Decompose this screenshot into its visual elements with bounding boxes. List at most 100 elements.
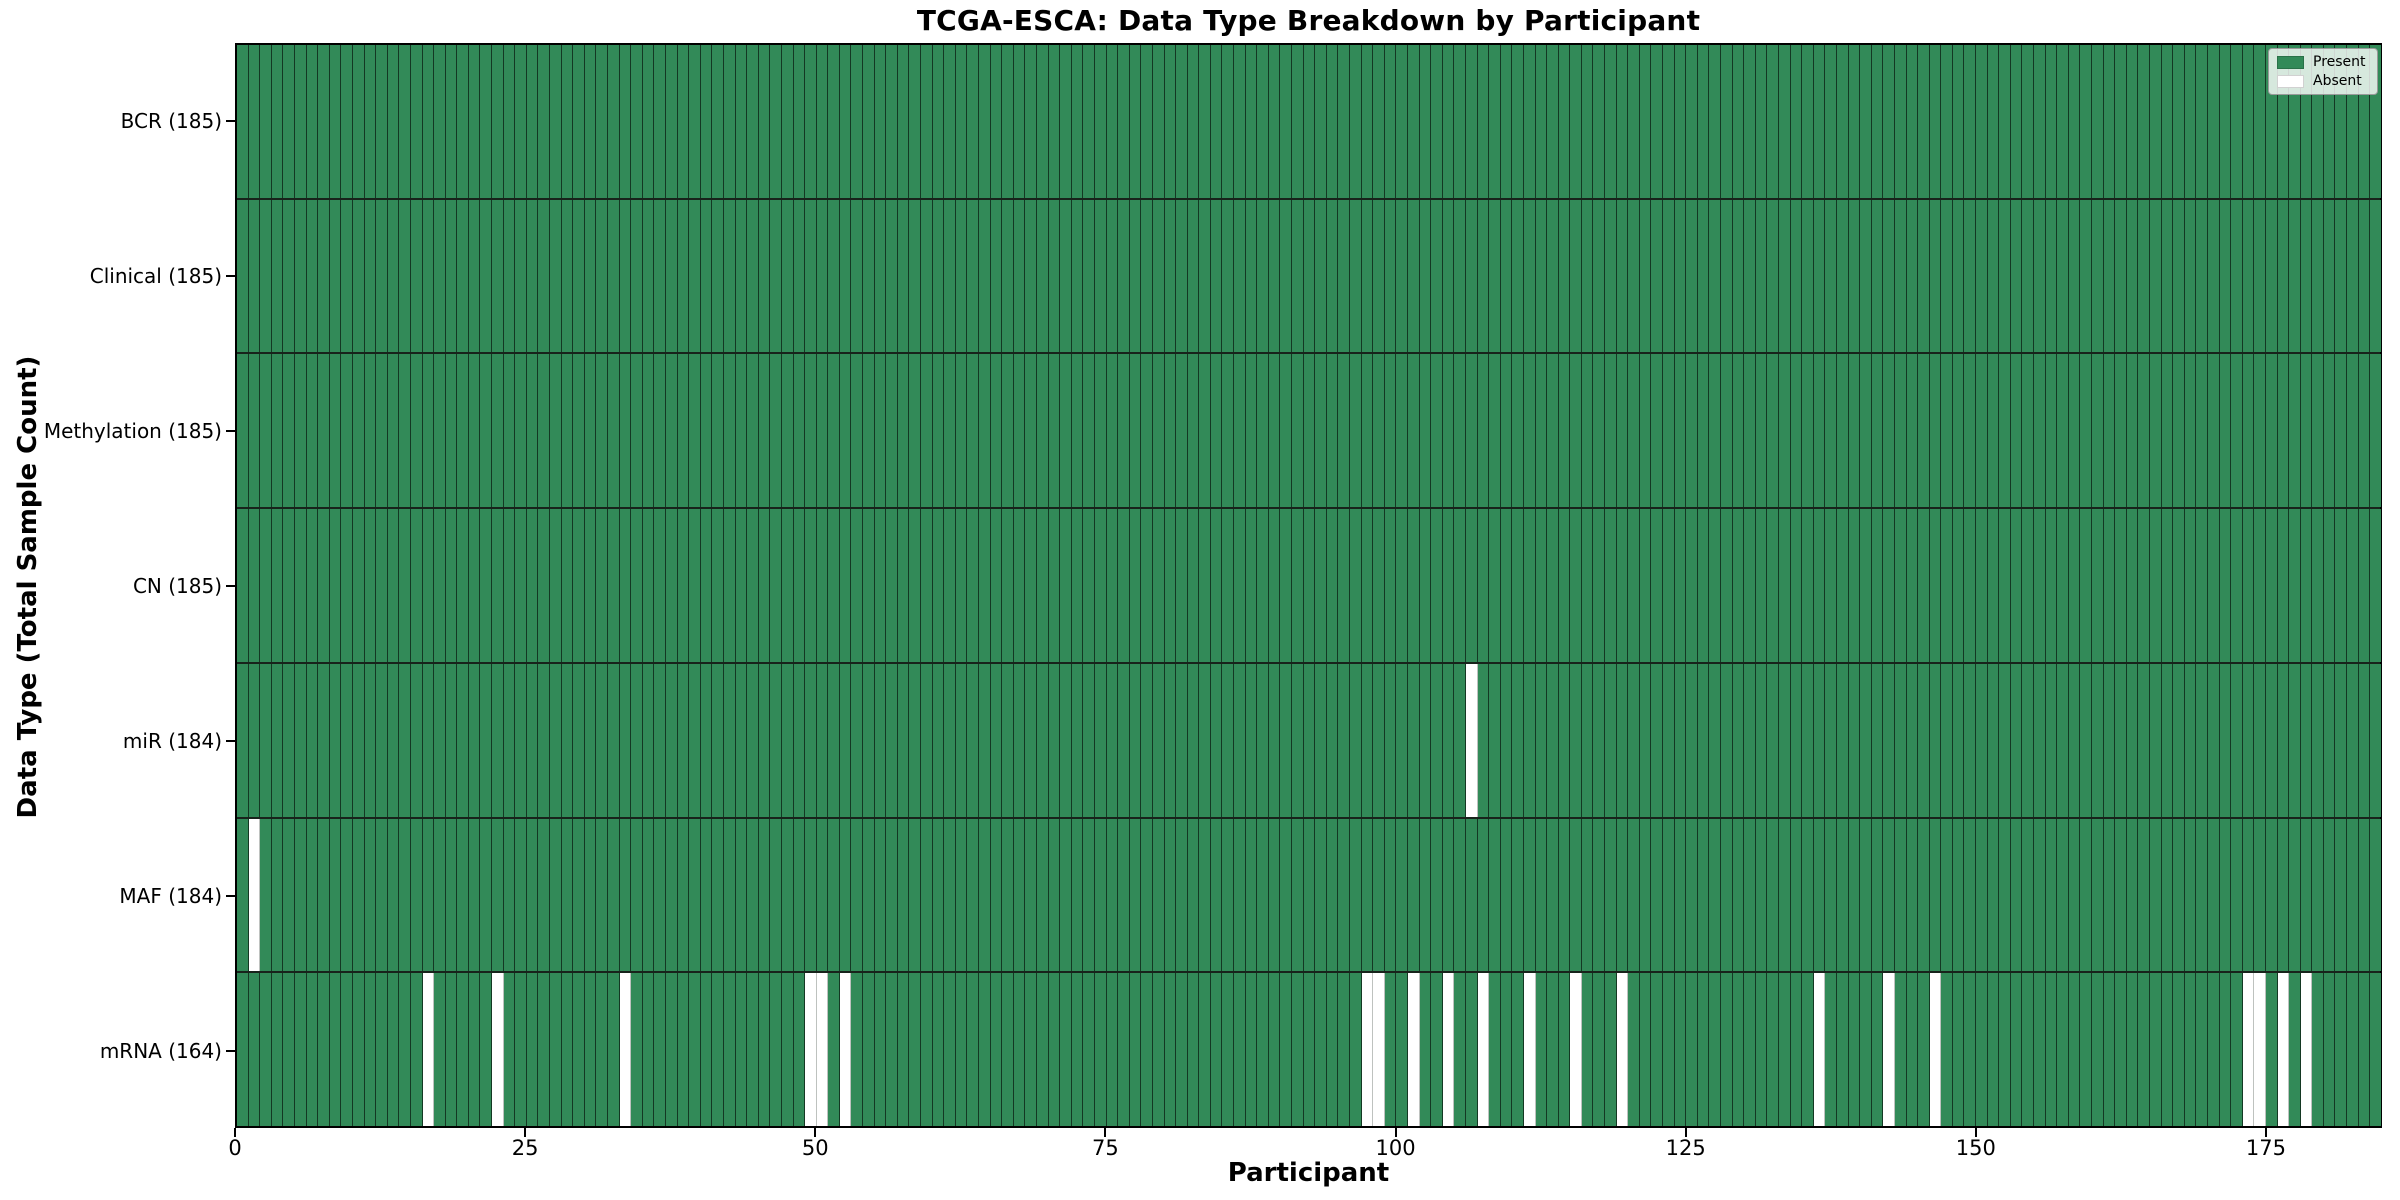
presence-cell	[1002, 663, 1014, 817]
presence-cell	[851, 663, 864, 817]
presence-cell	[1106, 509, 1119, 662]
presence-cell	[851, 509, 864, 662]
presence-cell	[1071, 199, 1084, 353]
presence-cell	[1222, 973, 1235, 1127]
presence-cell	[526, 663, 539, 817]
presence-cell	[2080, 45, 2092, 198]
presence-cell	[2265, 354, 2278, 508]
presence-cell	[886, 818, 898, 972]
presence-cell	[805, 45, 817, 198]
presence-cell	[2092, 663, 2104, 817]
presence-cell	[886, 354, 898, 508]
presence-cell	[1593, 509, 1606, 662]
presence-cell	[2277, 199, 2290, 353]
presence-cell	[1790, 818, 1803, 972]
presence-cell	[735, 45, 748, 198]
presence-cell	[677, 509, 690, 662]
presence-cell	[2161, 973, 2174, 1127]
presence-cell	[1836, 509, 1849, 662]
presence-cell	[306, 354, 319, 508]
presence-cell	[318, 818, 330, 972]
presence-cell	[1048, 45, 1061, 198]
presence-cell	[573, 973, 585, 1127]
presence-cell	[2103, 199, 2116, 353]
presence-cell	[979, 354, 991, 508]
presence-cell	[1605, 199, 1617, 353]
presence-cell	[2115, 509, 2127, 662]
presence-cell	[248, 354, 261, 508]
presence-cell	[2312, 509, 2324, 662]
presence-cell	[1500, 45, 1513, 198]
presence-cell	[689, 354, 701, 508]
presence-cell	[1616, 354, 1629, 508]
presence-cell	[1315, 199, 1327, 353]
presence-cell	[2231, 973, 2243, 1127]
presence-cell	[248, 45, 261, 198]
presence-cell	[1616, 509, 1629, 662]
y-tick-label-mrna: mRNA (164)	[99, 1038, 222, 1063]
presence-cell	[1036, 354, 1049, 508]
presence-cell	[1547, 199, 1559, 353]
presence-cell	[1141, 509, 1153, 662]
presence-cell	[863, 45, 875, 198]
absent-cell	[839, 973, 852, 1127]
presence-cell	[805, 354, 817, 508]
presence-cell	[1605, 509, 1617, 662]
presence-cell	[2219, 663, 2232, 817]
presence-cell	[410, 973, 423, 1127]
presence-cell	[1361, 45, 1374, 198]
presence-cell	[2173, 663, 2185, 817]
presence-cell	[886, 973, 898, 1127]
presence-cell	[1465, 818, 1478, 972]
presence-cell	[1825, 199, 1837, 353]
presence-cell	[1303, 45, 1316, 198]
presence-cell	[1976, 45, 1988, 198]
presence-cell	[2242, 663, 2255, 817]
presence-cell	[793, 199, 806, 353]
presence-cell	[967, 509, 979, 662]
presence-cell	[2231, 663, 2243, 817]
presence-cell	[1802, 354, 1814, 508]
presence-cell	[2126, 818, 2139, 972]
presence-cell	[770, 354, 782, 508]
presence-cell	[1118, 354, 1130, 508]
presence-cell	[735, 663, 748, 817]
presence-cell	[654, 45, 666, 198]
x-tick-mark	[1104, 1128, 1107, 1137]
presence-cell	[2254, 509, 2266, 662]
presence-cell	[2184, 509, 2197, 662]
presence-cell	[1060, 509, 1072, 662]
presence-cell	[376, 663, 388, 817]
presence-cell	[1813, 199, 1826, 353]
presence-cell	[2022, 509, 2035, 662]
presence-cell	[1628, 973, 1640, 1127]
presence-cell	[1442, 199, 1455, 353]
presence-cell	[1106, 354, 1119, 508]
presence-cell	[1118, 663, 1130, 817]
presence-cell	[294, 354, 307, 508]
presence-cell	[2161, 663, 2174, 817]
presence-cell	[619, 199, 632, 353]
presence-cell	[1883, 199, 1895, 353]
presence-cell	[747, 199, 759, 353]
presence-cell	[1825, 354, 1837, 508]
presence-cell	[1755, 199, 1768, 353]
presence-cell	[2057, 199, 2069, 353]
presence-cell	[758, 509, 771, 662]
presence-cell	[921, 509, 933, 662]
presence-cell	[967, 199, 979, 353]
presence-cell	[1976, 663, 1988, 817]
presence-cell	[1419, 509, 1432, 662]
presence-cell	[271, 354, 284, 508]
presence-cell	[1025, 354, 1037, 508]
presence-cell	[1570, 818, 1582, 972]
presence-cell	[399, 663, 411, 817]
presence-cell	[1036, 663, 1049, 817]
x-tick-mark	[234, 1128, 236, 1137]
presence-cell	[700, 509, 713, 662]
presence-cell	[341, 199, 353, 353]
presence-cell	[445, 973, 458, 1127]
presence-cell	[654, 663, 666, 817]
presence-cell	[2300, 818, 2313, 972]
presence-cell	[1941, 509, 1953, 662]
